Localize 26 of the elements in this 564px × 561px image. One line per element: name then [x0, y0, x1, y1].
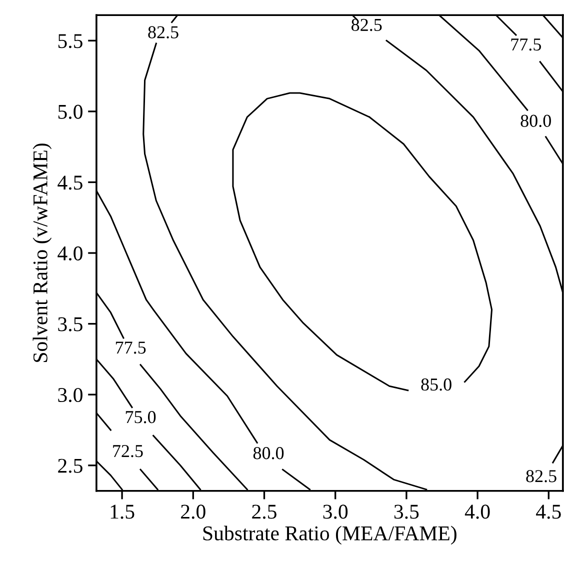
y-tick-label: 3.0: [58, 388, 82, 402]
y-tick-label: 5.5: [58, 34, 82, 48]
x-axis-title: Substrate Ratio (MEA/FAME): [203, 526, 456, 545]
y-tick-label: 2.5: [58, 458, 82, 473]
x-tick-label: 3.5: [394, 504, 419, 519]
series-label: 80.0: [520, 114, 551, 128]
x-tick-label: 2.0: [181, 504, 206, 519]
y-tick-label: 5.0: [58, 104, 82, 119]
x-tick-label: 2.5: [252, 504, 276, 519]
series-label: 82.5: [526, 470, 556, 482]
y-axis-title: Solvent Ratio (v/wFAME): [32, 144, 52, 362]
y-tick-label: 4.5: [58, 176, 82, 190]
series-label: 75.0: [126, 411, 156, 424]
y-tick-label: 3.5: [58, 317, 82, 332]
series-label: 77.5: [116, 342, 146, 354]
series-label: 77.5: [511, 38, 541, 51]
x-tick-label: 4.5: [536, 504, 561, 519]
x-tick-label: 1.5: [110, 504, 134, 519]
y-tick-label: 4.0: [58, 246, 82, 261]
series-label: 72.5: [113, 445, 143, 458]
series-label: 82.5: [148, 26, 178, 38]
x-tick-label: 4.0: [464, 504, 490, 519]
series-label: 80.0: [253, 447, 284, 460]
x-tick-label: 3.0: [323, 504, 348, 519]
series-label: 82.5: [352, 18, 382, 32]
series-label: 85.0: [421, 378, 452, 391]
